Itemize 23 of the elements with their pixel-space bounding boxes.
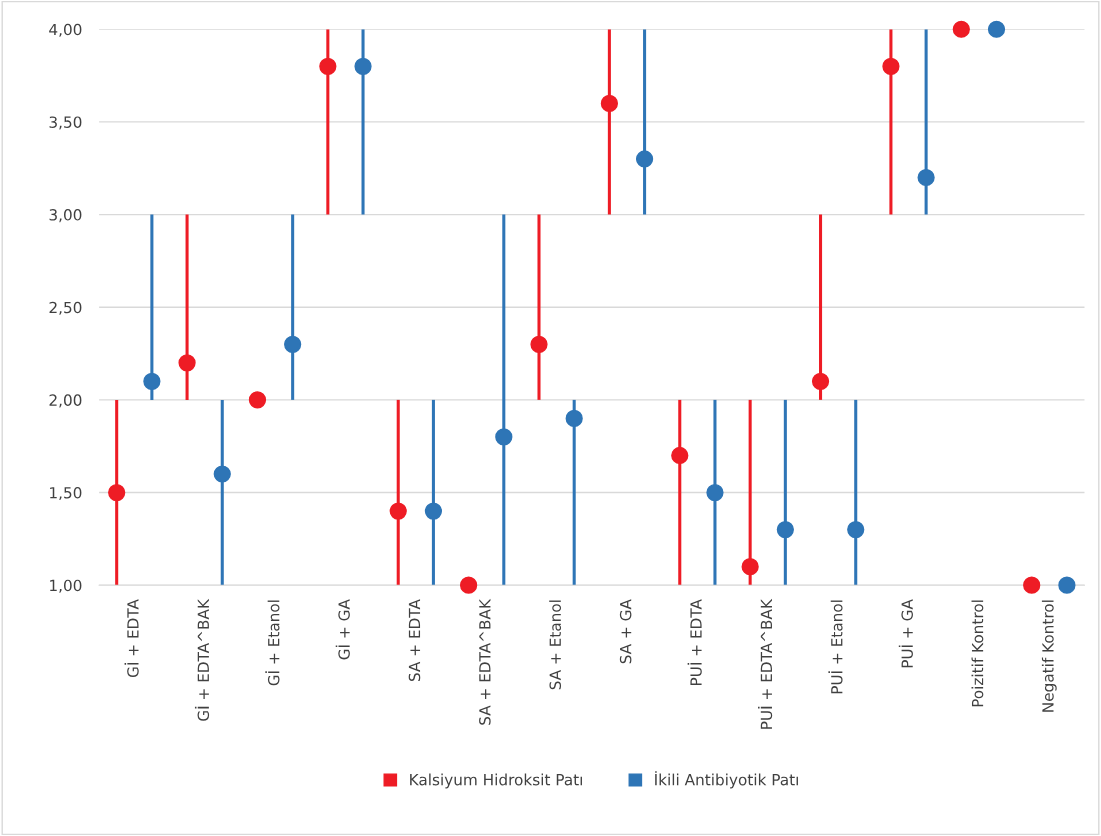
y-tick-label: 2,50 — [49, 301, 82, 315]
x-tick-label: Poizitif Kontrol — [971, 600, 984, 707]
x-tick-label: PUİ + EDTA — [687, 599, 702, 686]
x-tick-label: SA + GA — [619, 599, 632, 664]
legend-label: İkili Antibiyotik Patı — [655, 771, 798, 789]
x-tick-label: SA + EDTA — [408, 599, 421, 682]
x-tick-label: Gİ + Etanol — [265, 600, 280, 686]
y-tick-label: 3,00 — [49, 209, 82, 223]
y-tick-label: 1,00 — [50, 579, 82, 593]
x-tick-label: PUİ + EDTA^BAK — [758, 598, 773, 729]
x-tick-label: Gİ + EDTA — [124, 599, 139, 678]
y-tick-label: 4,00 — [49, 23, 82, 37]
x-tick-label: Negatif Kontrol — [1041, 600, 1057, 712]
y-tick-label: 3,50 — [49, 116, 82, 130]
x-tick-label: PUİ + GA — [898, 599, 913, 668]
legend-label: Kalsiyum Hidroksit Patı — [410, 773, 582, 789]
y-tick-label: 2,00 — [49, 394, 82, 408]
x-tick-label: Gİ + EDTA^BAK — [194, 598, 210, 721]
x-tick-label: SA + Etanol — [549, 600, 562, 690]
x-tick-label: Gİ + GA — [335, 599, 350, 660]
x-tick-label: SA + EDTA^BAK — [479, 598, 491, 725]
y-tick-label: 1,50 — [50, 487, 82, 501]
x-tick-label: PUİ + Etanol — [828, 600, 843, 694]
